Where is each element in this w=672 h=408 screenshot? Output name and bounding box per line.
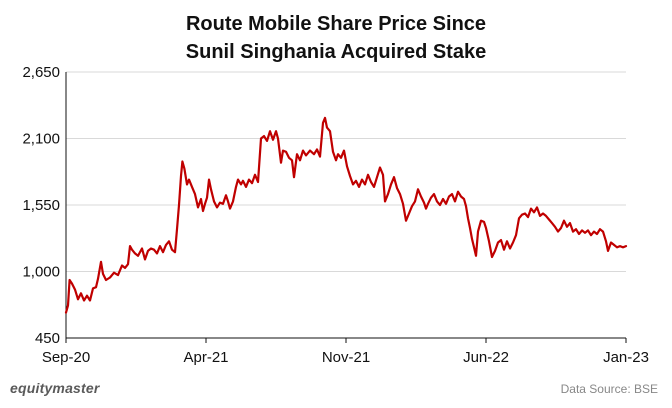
y-tick-label: 450 [35, 330, 60, 347]
gridlines [66, 71, 626, 272]
y-tick-label: 1,000 [22, 264, 60, 281]
chart-title: Route Mobile Share Price Since Sunil Sin… [0, 10, 672, 66]
x-tick-label: Sep-20 [42, 349, 90, 366]
y-axis-ticks: 450 1,000 1,550 2,100 2,650 [22, 64, 60, 347]
x-axis-ticks: Sep-20 Apr-21 Nov-21 Jun-22 Jan-23 [42, 338, 649, 366]
chart-title-line-1: Route Mobile Share Price Since [185, 13, 487, 35]
series-group [64, 116, 628, 314]
y-tick-label: 2,100 [22, 131, 60, 148]
brand-logo: equitymaster [10, 380, 100, 396]
x-tick-label: Nov-21 [322, 349, 370, 366]
series-line-0 [64, 116, 628, 314]
data-source-note: Data Source: BSE [560, 382, 658, 396]
x-tick-label: Jun-22 [463, 349, 509, 366]
x-tick-label: Apr-21 [183, 349, 228, 366]
x-tick-label: Jan-23 [603, 349, 649, 366]
y-tick-label: 1,550 [22, 197, 60, 214]
y-tick-label: 2,650 [22, 64, 60, 81]
chart-title-line-2: Sunil Singhania Acquired Stake [185, 41, 487, 63]
